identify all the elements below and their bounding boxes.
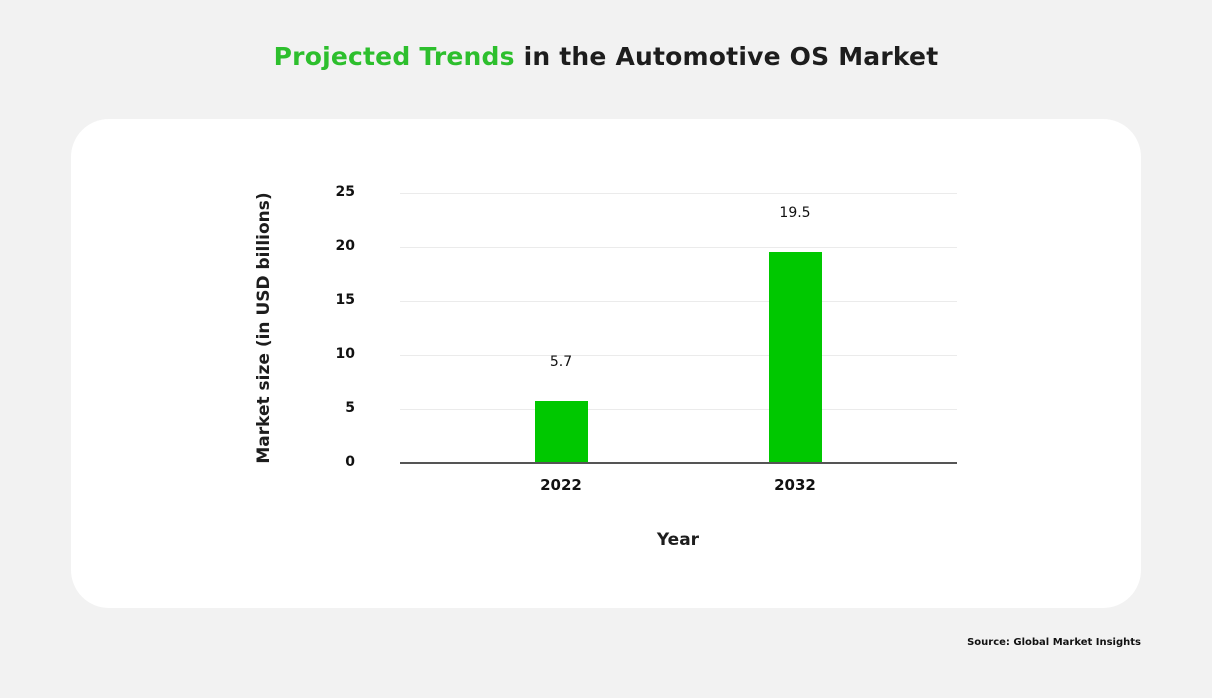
x-tick-label: 2032	[774, 476, 816, 494]
data-label: 5.7	[549, 354, 573, 370]
x-tick-label: 2022	[540, 476, 582, 494]
gridline	[400, 301, 957, 302]
y-tick-label: 25	[335, 184, 355, 200]
gridline	[400, 355, 957, 356]
gridline	[400, 247, 957, 248]
title-highlight: Projected Trends	[273, 42, 515, 71]
x-axis-line	[400, 462, 957, 464]
y-tick-label: 0	[345, 454, 355, 470]
chart-card	[71, 119, 1141, 608]
gridline	[400, 409, 957, 410]
bar-2032	[769, 252, 822, 463]
y-tick-label: 15	[335, 292, 355, 308]
y-axis-label: Market size (in USD billions)	[254, 192, 274, 464]
bar-2022	[535, 401, 588, 463]
gridline	[400, 193, 957, 194]
chart-title: Projected Trends in the Automotive OS Ma…	[0, 42, 1212, 71]
y-tick-label: 10	[335, 346, 355, 362]
y-tick-label: 5	[345, 400, 355, 416]
y-tick-label: 20	[335, 238, 355, 254]
source-note: Source: Global Market Insights	[967, 637, 1141, 648]
title-rest: in the Automotive OS Market	[514, 42, 939, 71]
x-axis-label: Year	[656, 530, 700, 550]
data-label: 19.5	[779, 205, 811, 221]
